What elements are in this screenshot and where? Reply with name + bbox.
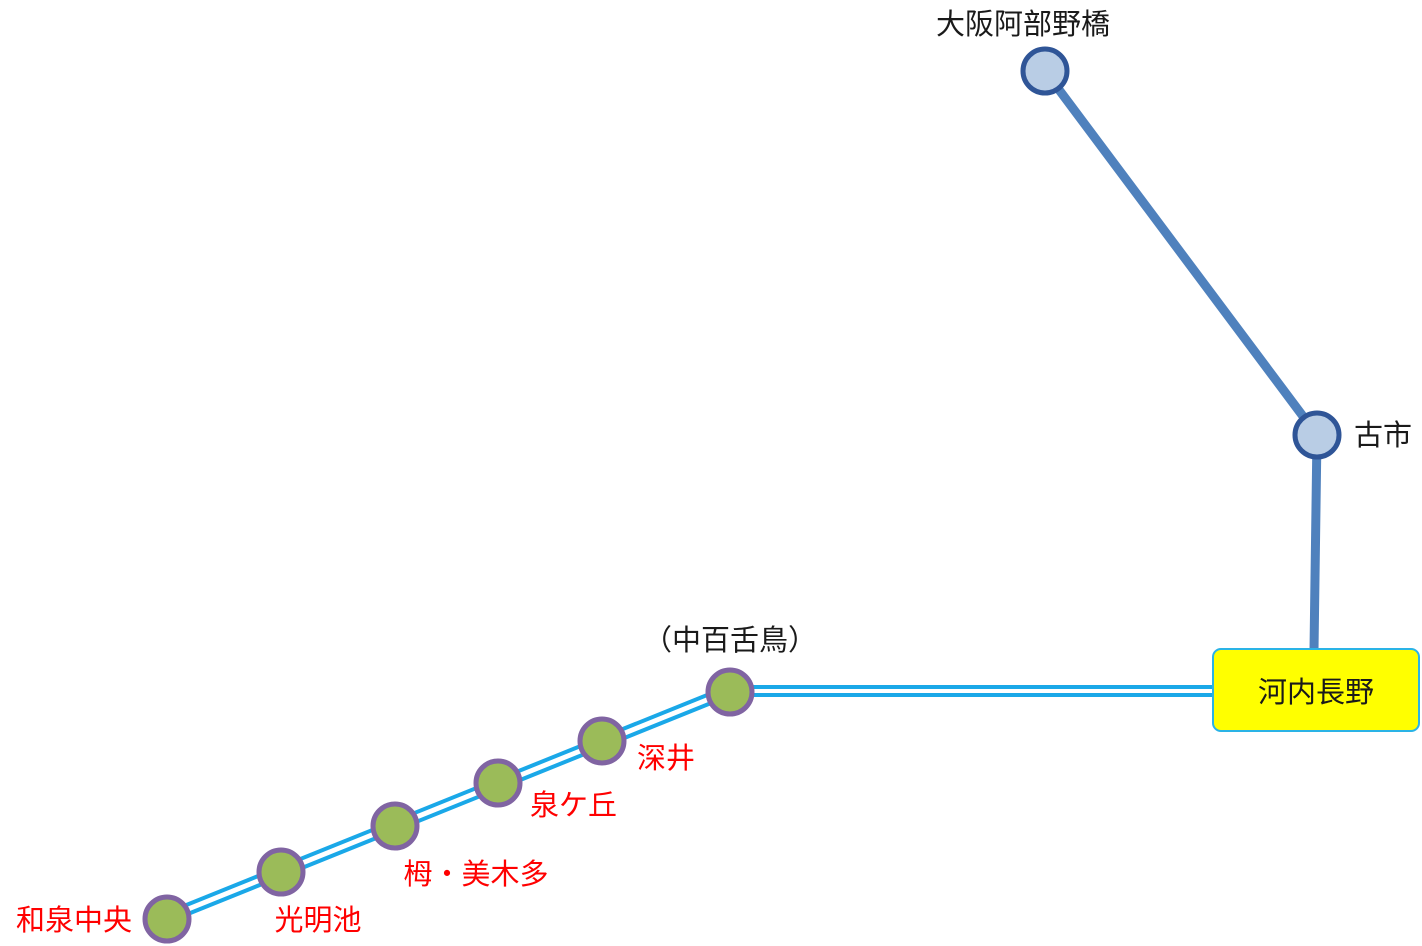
line-kawachinagano-nakamozu bbox=[730, 685, 1214, 697]
station-furuichi[interactable] bbox=[1292, 410, 1342, 460]
station-kawachinagano[interactable]: 河内長野 bbox=[1212, 648, 1420, 732]
label-izumigaoka: 泉ケ丘 bbox=[530, 788, 617, 822]
station-komyoike[interactable] bbox=[256, 847, 306, 897]
label-nakamozu: （中百舌鳥） bbox=[643, 623, 817, 657]
label-furuichi: 古市 bbox=[1354, 418, 1412, 452]
label-toga-mikita: 栂・美木多 bbox=[403, 857, 548, 891]
line-abenobashi-furuichi bbox=[1040, 66, 1322, 440]
label-komyoike: 光明池 bbox=[274, 903, 361, 937]
station-izumi-chuo[interactable] bbox=[142, 894, 192, 944]
station-osaka-abenobashi[interactable] bbox=[1020, 46, 1070, 96]
station-nakamozu[interactable] bbox=[705, 667, 755, 717]
label-osaka-abenobashi: 大阪阿部野橋 bbox=[936, 7, 1110, 41]
station-fukai[interactable] bbox=[577, 716, 627, 766]
label-fukai: 深井 bbox=[637, 741, 695, 775]
label-izumi-chuo: 和泉中央 bbox=[16, 903, 132, 937]
line-furuichi-kawachinagano bbox=[1309, 430, 1322, 655]
station-izumigaoka[interactable] bbox=[473, 758, 523, 808]
label-kawachinagano: 河内長野 bbox=[1257, 675, 1374, 709]
station-toga-mikita[interactable] bbox=[370, 801, 420, 851]
